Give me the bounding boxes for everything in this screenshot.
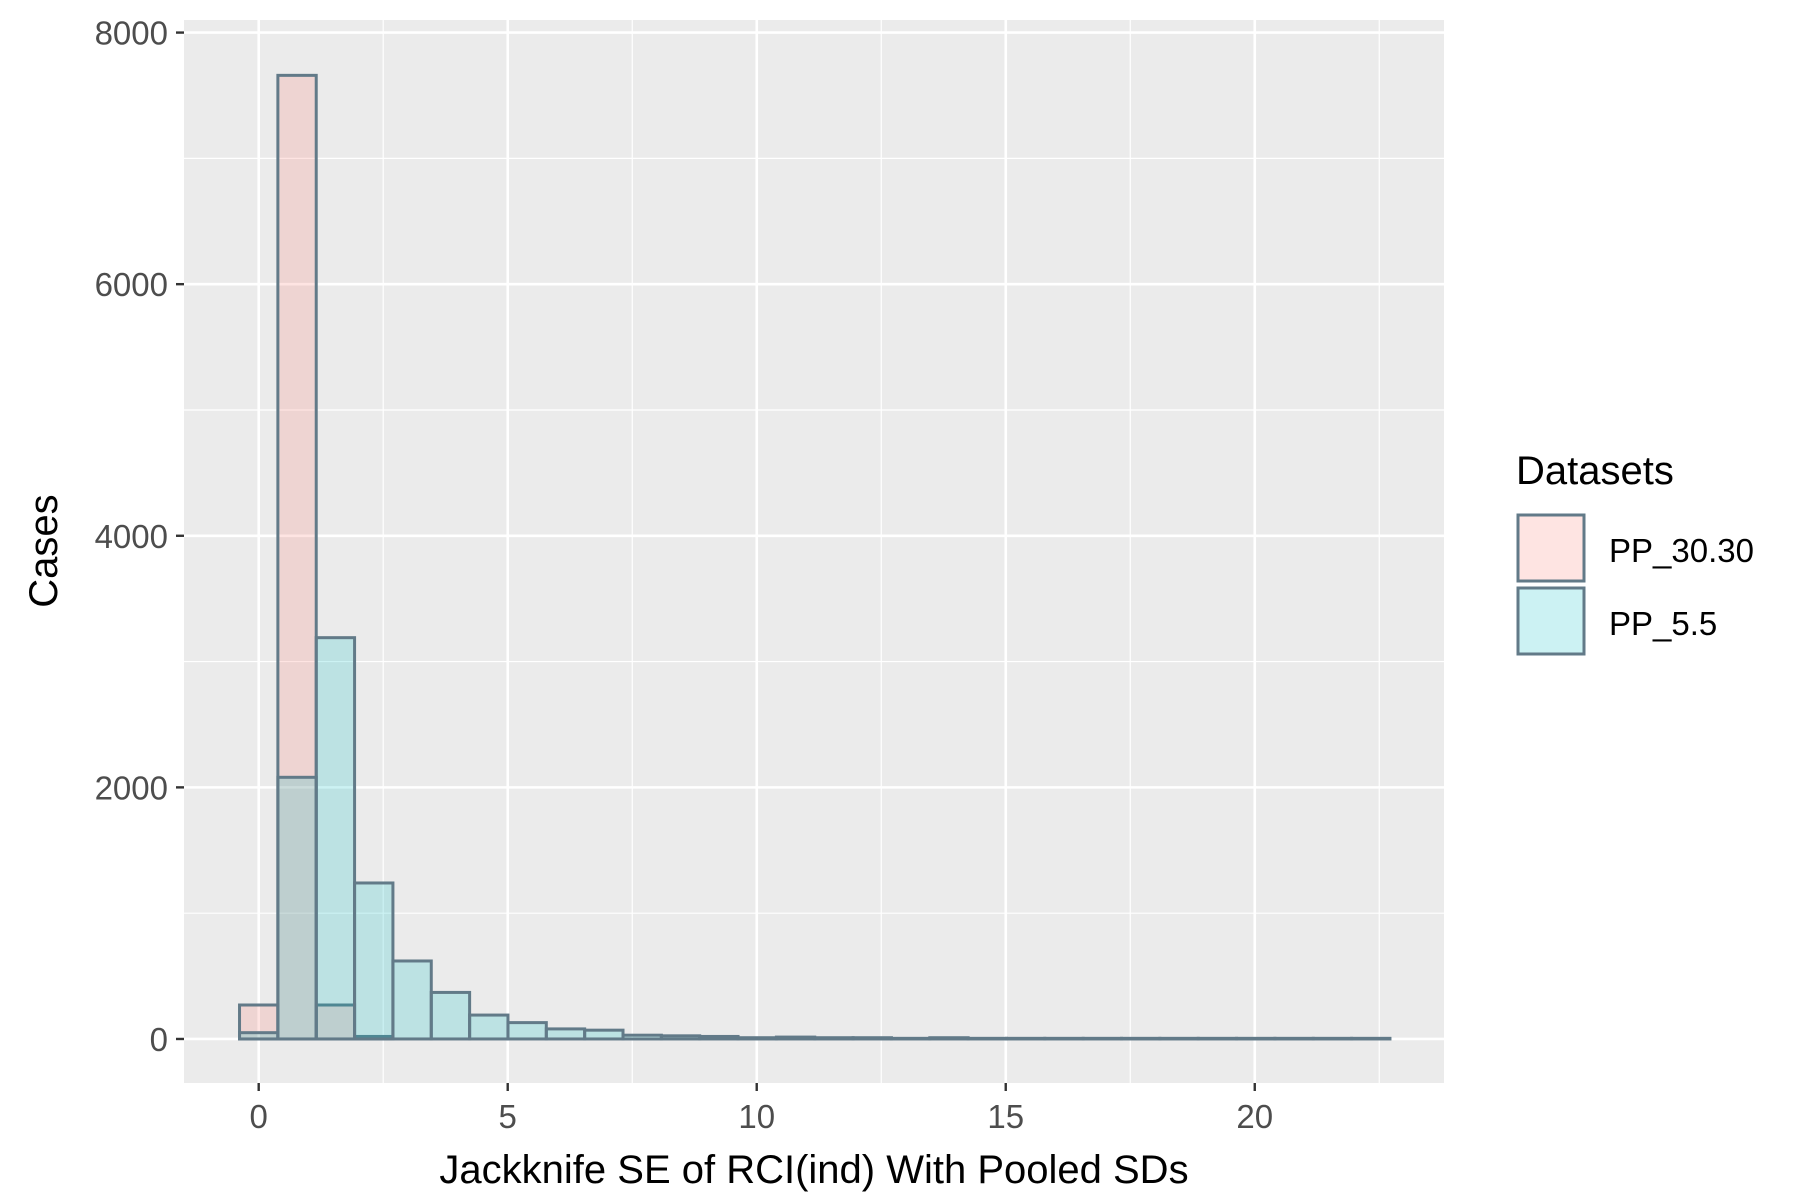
minor-gridlines xyxy=(184,20,1444,1083)
bar-pp-5-5-2 xyxy=(314,636,357,1041)
axis-ticks xyxy=(176,31,1256,1091)
bar-pp-5-5-14 xyxy=(774,1035,817,1041)
y-tick-label: 4000 xyxy=(95,518,168,555)
bar-pp-5-5-9 xyxy=(583,1028,625,1041)
bar-pp-5-5-8 xyxy=(544,1027,587,1041)
bar-pp-5-5-27 xyxy=(1273,1036,1315,1041)
bar-pp-5-5-23 xyxy=(1120,1036,1162,1041)
x-tick-label: 10 xyxy=(738,1098,775,1135)
legend-key-pp-30-30 xyxy=(1516,513,1586,583)
bar-pp-5-5-24 xyxy=(1158,1036,1200,1041)
legend-label-pp-5-5: PP_5.5 xyxy=(1609,605,1717,642)
y-tick-label: 8000 xyxy=(95,15,168,52)
bar-pp-5-5-10 xyxy=(621,1033,663,1041)
bar-pp-5-5-22 xyxy=(1081,1036,1124,1041)
bar-pp-5-5-16 xyxy=(851,1036,893,1041)
bar-pp-5-5-7 xyxy=(506,1021,548,1041)
x-tick-labels: 0 5 10 15 20 xyxy=(250,1098,1274,1135)
bar-pp-5-5-4 xyxy=(391,959,433,1041)
bar-pp-5-5-0 xyxy=(238,1031,280,1041)
bar-pp-5-5-5 xyxy=(429,990,472,1041)
y-tick-label: 0 xyxy=(150,1021,168,1058)
bar-pp-5-5-25 xyxy=(1196,1036,1239,1041)
bar-pp-5-5-28 xyxy=(1311,1036,1354,1041)
legend-title: Datasets xyxy=(1516,449,1674,493)
x-tick-label: 20 xyxy=(1236,1098,1273,1135)
legend-key-pp-5-5 xyxy=(1516,586,1586,656)
bar-pp-5-5-13 xyxy=(736,1036,778,1041)
bar-pp-5-5-6 xyxy=(468,1013,510,1041)
y-tick-label: 6000 xyxy=(95,266,168,303)
bar-pp-5-5-17 xyxy=(889,1036,932,1041)
histogram-bars xyxy=(238,73,1392,1041)
x-tick-label: 0 xyxy=(250,1098,268,1135)
x-axis-title: Jackknife SE of RCI(ind) With Pooled SDs xyxy=(439,1148,1188,1192)
y-axis-title: Cases xyxy=(22,494,66,607)
bar-pp-5-5-29 xyxy=(1350,1036,1392,1041)
y-tick-label: 2000 xyxy=(95,769,168,806)
bar-pp-5-5-15 xyxy=(813,1036,855,1041)
legend: Datasets PP_30.30 PP_5.5 xyxy=(1516,449,1754,656)
bar-pp-5-5-19 xyxy=(966,1036,1008,1041)
bar-pp-5-5-21 xyxy=(1043,1036,1085,1041)
x-tick-label: 5 xyxy=(499,1098,517,1135)
bar-pp-5-5-11 xyxy=(659,1034,702,1041)
x-tick-label: 15 xyxy=(987,1098,1024,1135)
bar-pp-5-5-3 xyxy=(353,881,395,1041)
bar-pp-5-5-18 xyxy=(928,1036,970,1041)
legend-label-pp-30-30: PP_30.30 xyxy=(1609,532,1754,569)
y-tick-labels: 0 2000 4000 6000 8000 xyxy=(95,15,168,1058)
bar-pp-5-5-20 xyxy=(1004,1036,1047,1041)
bar-pp-5-5-12 xyxy=(698,1034,740,1041)
bar-pp-5-5-26 xyxy=(1235,1036,1277,1041)
bar-pp-5-5-1 xyxy=(276,775,318,1041)
